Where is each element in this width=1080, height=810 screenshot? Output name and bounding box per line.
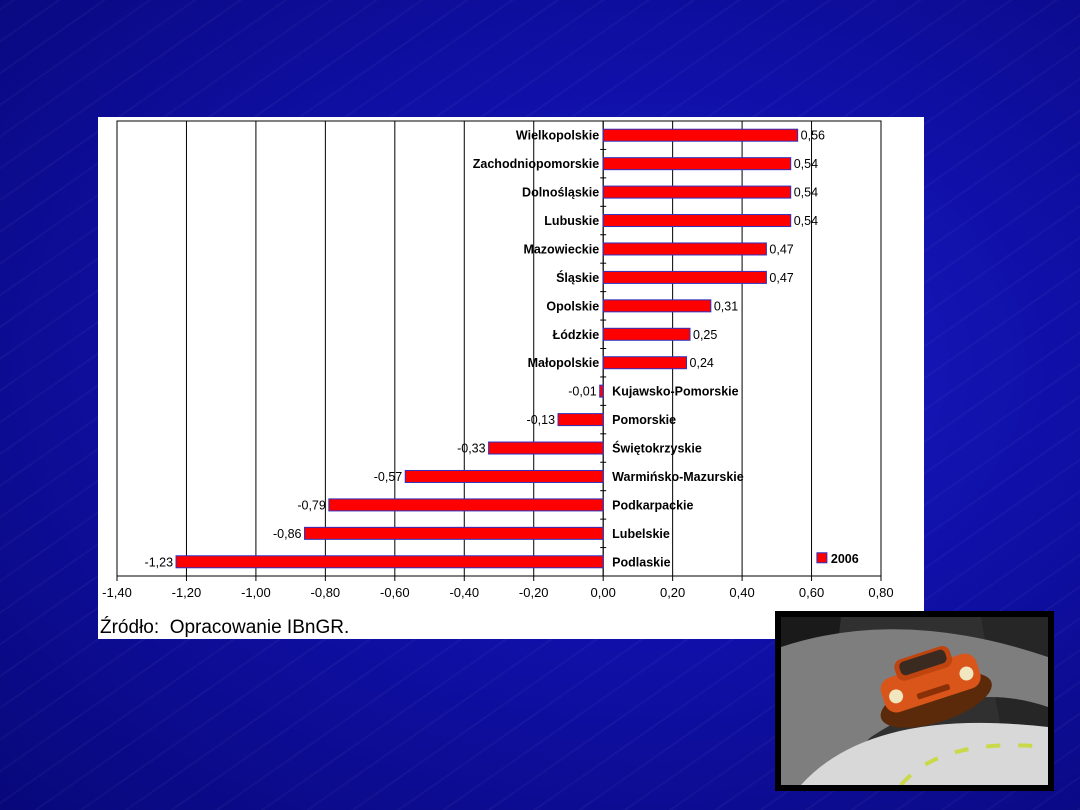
category-label: Kujawsko-Pomorskie	[612, 385, 738, 399]
bar	[175, 555, 604, 569]
category-label: Warmińsko-Mazurskie	[612, 470, 744, 484]
category-label: Podkarpackie	[612, 498, 693, 512]
category-label: Zachodniopomorskie	[473, 157, 599, 171]
category-label: Lubuskie	[544, 214, 599, 228]
x-tick-label: 0,20	[660, 585, 685, 600]
x-tick-label: 0,80	[868, 585, 893, 600]
data-label: -1,23	[145, 555, 174, 569]
data-label: 0,54	[794, 157, 818, 171]
x-tick-label: -0,20	[519, 585, 549, 600]
bar	[602, 327, 691, 341]
data-label: -0,33	[457, 442, 486, 456]
data-label: 0,54	[794, 186, 818, 200]
legend-label: 2006	[831, 552, 859, 566]
data-label: 0,31	[714, 299, 738, 313]
x-tick-label: -0,80	[311, 585, 341, 600]
bar	[602, 128, 799, 142]
bar	[602, 270, 767, 284]
source-note: Źródło: Opracowanie IBnGR.	[100, 617, 350, 638]
bar	[602, 157, 792, 171]
category-label: Łódzkie	[553, 328, 600, 342]
bar	[404, 469, 604, 483]
data-label: -0,86	[273, 527, 302, 541]
category-label: Podlaskie	[612, 555, 670, 569]
bar	[602, 299, 712, 313]
data-label: -0,13	[527, 413, 556, 427]
chart-panel: -1,40 -1,20 -1,00 -0,80 -0,60 -0,40 -0,20 0,00 0…	[98, 117, 924, 639]
data-label: -0,57	[374, 470, 403, 484]
category-label: Śląskie	[556, 270, 599, 285]
x-tick-label: -0,60	[380, 585, 410, 600]
bar	[602, 185, 792, 199]
data-label: 0,56	[801, 129, 825, 143]
bar-chart: -1,40 -1,20 -1,00 -0,80 -0,60 -0,40 -0,20 0,00 0…	[102, 120, 894, 600]
x-tick-label: -0,40	[449, 585, 479, 600]
data-label: 0,54	[794, 214, 818, 228]
x-tick-label: 0,00	[591, 585, 616, 600]
bar	[488, 441, 604, 455]
category-label: Dolnośląskie	[522, 186, 599, 200]
plot-frame	[116, 120, 882, 577]
x-tick-label: -1,20	[172, 585, 202, 600]
data-label: -0,79	[297, 498, 326, 512]
category-label: Lubelskie	[612, 527, 670, 541]
x-tick-label: 0,60	[799, 585, 824, 600]
category-label: Mazowieckie	[523, 242, 599, 256]
category-label: Wielkopolskie	[516, 129, 599, 143]
bar	[602, 214, 792, 228]
category-label: Świętokrzyskie	[612, 441, 702, 456]
x-tick-label: -1,40	[102, 585, 132, 600]
bar	[557, 413, 604, 427]
bar	[599, 384, 604, 398]
data-label: -0,01	[568, 385, 597, 399]
bar	[602, 242, 767, 256]
bar	[602, 356, 688, 370]
data-label: 0,47	[769, 242, 793, 256]
car-image	[775, 611, 1054, 791]
x-tick-label: 0,40	[729, 585, 754, 600]
bar	[304, 526, 604, 540]
x-tick-label: -1,00	[241, 585, 271, 600]
data-label: 0,47	[769, 271, 793, 285]
category-label: Pomorskie	[612, 413, 676, 427]
category-label: Małopolskie	[528, 356, 600, 370]
legend-swatch	[816, 552, 828, 564]
data-label: 0,24	[690, 356, 714, 370]
category-label: Opolskie	[546, 299, 599, 313]
data-label: 0,25	[693, 328, 717, 342]
bar	[328, 498, 604, 512]
